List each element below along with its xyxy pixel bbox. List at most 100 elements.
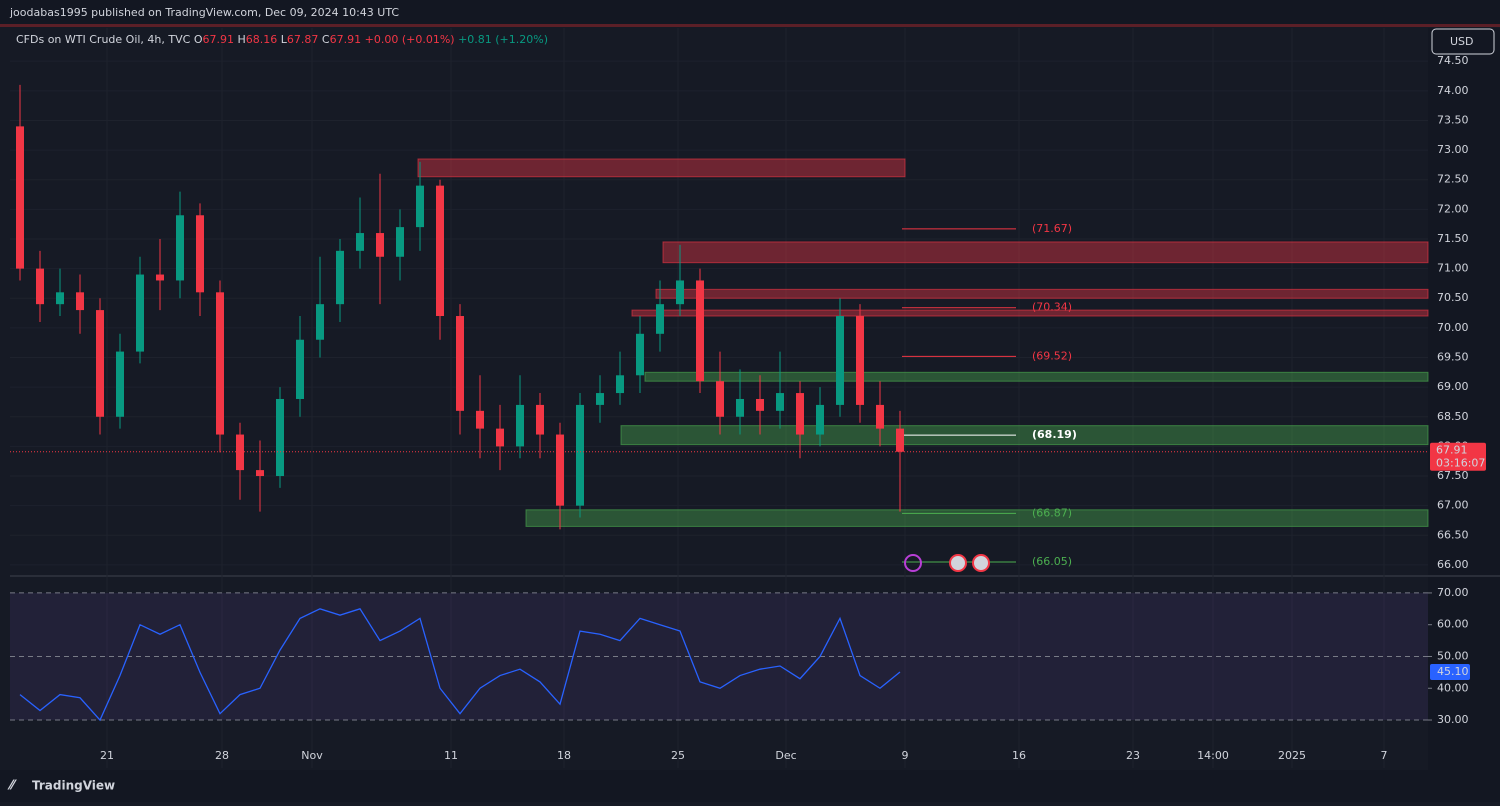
candle-body <box>276 398 284 477</box>
candle-body <box>176 215 184 281</box>
y-tick-label: 67.00 <box>1437 499 1469 512</box>
x-tick-label: 28 <box>215 749 229 762</box>
level-label: (68.19) <box>1032 428 1077 441</box>
last-price-box <box>1430 442 1486 471</box>
zone <box>655 288 1429 299</box>
x-tick-label: 21 <box>100 749 114 762</box>
candle-body <box>536 404 544 435</box>
candle-body <box>356 233 364 251</box>
legend: CFDs on WTI Crude Oil, 4h, TVC O67.91 H6… <box>16 33 548 46</box>
candle-body <box>816 404 824 435</box>
y-tick-label: 68.50 <box>1437 410 1469 423</box>
candle-body <box>96 310 104 417</box>
candle-body <box>196 215 204 293</box>
x-tick-label: Dec <box>775 749 796 762</box>
candle-body <box>756 398 764 411</box>
candle-body <box>576 404 584 506</box>
candle-body <box>676 280 684 305</box>
y-tick-label: 66.00 <box>1437 558 1469 571</box>
candle-body <box>156 274 164 281</box>
candle-body <box>396 227 404 257</box>
candle-body <box>716 381 724 417</box>
rsi-tick-label: 60.00 <box>1437 618 1469 631</box>
candle-body <box>296 339 304 399</box>
zone <box>631 309 1429 317</box>
candle-body <box>236 434 244 471</box>
y-tick-label: 72.00 <box>1437 202 1469 215</box>
legend-item: L <box>281 33 288 46</box>
y-tick-label: 73.00 <box>1437 143 1469 156</box>
candle-body <box>216 292 224 435</box>
rsi-line <box>19 608 901 722</box>
x-tick-label: Nov <box>301 749 323 762</box>
legend-item: O <box>194 33 203 46</box>
candle-body <box>376 233 384 257</box>
zone <box>644 371 1429 382</box>
x-tick-label: 14:00 <box>1197 749 1229 762</box>
currency: USD <box>1450 35 1474 48</box>
candle-body <box>136 274 144 352</box>
candle-body <box>336 250 344 305</box>
countdown: 03:16:07 <box>1436 457 1485 470</box>
x-tick-label: 25 <box>671 749 685 762</box>
legend-item: 67.87 <box>287 33 319 46</box>
rsi-last-label: 45.10 <box>1437 665 1469 678</box>
zone <box>662 241 1429 264</box>
brand: TradingView <box>32 779 115 793</box>
level-label: (66.05) <box>1032 555 1072 568</box>
event-icon[interactable] <box>972 554 990 572</box>
candle-body <box>316 304 324 340</box>
candle-body <box>696 280 704 382</box>
y-tick-label: 66.50 <box>1437 528 1469 541</box>
x-tick-label: 18 <box>557 749 571 762</box>
x-tick-label: 16 <box>1012 749 1026 762</box>
legend-item: +0.00 (+0.01%) <box>365 33 455 46</box>
y-tick-label: 71.50 <box>1437 232 1469 245</box>
y-tick-label: 71.00 <box>1437 262 1469 275</box>
event-icon[interactable] <box>949 554 967 572</box>
candle-body <box>76 292 84 311</box>
y-tick-label: 74.50 <box>1437 54 1469 67</box>
x-tick-label: 23 <box>1126 749 1140 762</box>
brand-logo: ⁄⁄ <box>7 779 17 794</box>
candle-body <box>36 268 44 305</box>
legend-item: +0.81 (+1.20%) <box>458 33 548 46</box>
rsi-tick-label: 70.00 <box>1437 586 1469 599</box>
legend-item: H <box>238 33 246 46</box>
header-bar <box>0 0 1500 24</box>
zone <box>417 158 906 178</box>
candle-body <box>656 304 664 334</box>
y-tick-label: 69.00 <box>1437 380 1469 393</box>
x-tick-label: 7 <box>1381 749 1388 762</box>
event-icon[interactable] <box>904 554 922 572</box>
price-axis <box>1428 28 1500 770</box>
candle-body <box>256 470 264 477</box>
y-tick-label: 67.50 <box>1437 469 1469 482</box>
candle-body <box>516 404 524 447</box>
candle-body <box>56 292 64 305</box>
level-label: (69.52) <box>1032 349 1072 362</box>
level-label: (66.87) <box>1032 506 1072 519</box>
legend-item: 67.91 <box>330 33 362 46</box>
candle-body <box>436 185 444 317</box>
footer-bar <box>0 770 1500 802</box>
y-tick-label: 74.00 <box>1437 84 1469 97</box>
x-tick-label: 2025 <box>1278 749 1306 762</box>
candle-body <box>836 316 844 405</box>
legend-item: 67.91 <box>203 33 235 46</box>
candle-body <box>416 185 424 228</box>
zone <box>525 509 1429 527</box>
legend-item: 68.16 <box>246 33 278 46</box>
candle-body <box>856 316 864 405</box>
publisher: joodabas1995 published on TradingView.co… <box>9 6 399 19</box>
y-tick-label: 69.50 <box>1437 351 1469 364</box>
candle-body <box>776 393 784 411</box>
currency-button[interactable] <box>1431 28 1495 55</box>
candle-body <box>616 375 624 394</box>
legend-item: CFDs on WTI Crude Oil, 4h, TVC <box>16 33 191 46</box>
y-tick-label: 70.50 <box>1437 291 1469 304</box>
y-tick-label: 70.00 <box>1437 321 1469 334</box>
rsi-tick-label: 50.00 <box>1437 649 1469 662</box>
level-label: (71.67) <box>1032 222 1072 235</box>
